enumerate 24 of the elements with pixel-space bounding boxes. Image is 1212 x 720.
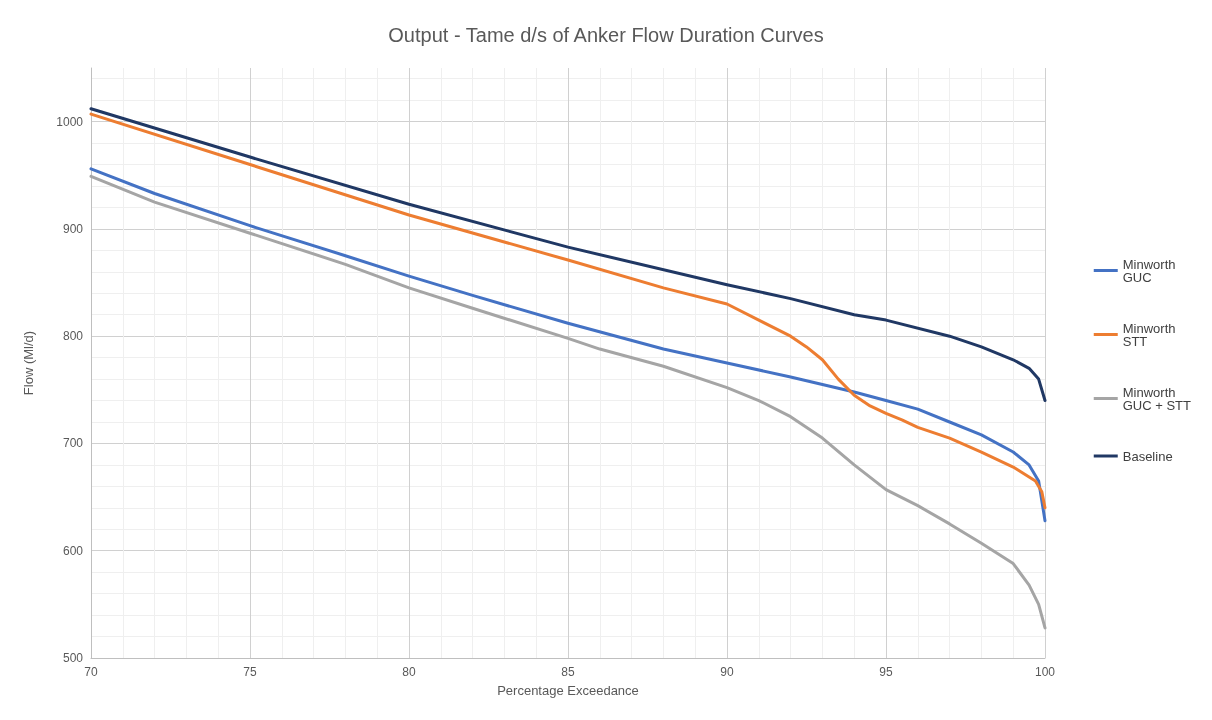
y-tick-label: 900 <box>62 221 84 236</box>
y-tick-label: 800 <box>62 329 84 344</box>
chart-title: Output - Tame d/s of Anker Flow Duration Curves <box>388 24 824 46</box>
y-tick-label: 700 <box>62 436 84 451</box>
x-tick-label: 85 <box>561 665 575 679</box>
x-tick-label: 70 <box>84 665 98 679</box>
legend-label: Minworth GUC + STT <box>1122 384 1192 413</box>
y-axis-title: Flow (Ml/d) <box>21 330 36 396</box>
line-series <box>89 107 1047 403</box>
legend-label: Minworth STT <box>1122 320 1180 349</box>
x-tick-label: 75 <box>243 665 257 679</box>
y-tick-label: 500 <box>62 651 84 665</box>
x-tick-label: 100 <box>1034 665 1056 679</box>
legend-label: Minworth GUC <box>1122 256 1180 285</box>
line-series <box>89 112 1047 510</box>
y-tick-label: 1000 <box>56 114 84 129</box>
y-tick-label: 600 <box>62 543 84 558</box>
x-axis-title: Percentage Exceedance <box>497 683 639 698</box>
line-series <box>89 174 1047 630</box>
x-tick-label: 90 <box>720 665 734 679</box>
legend-label: Baseline <box>1122 448 1173 464</box>
x-tick-label: 80 <box>402 665 416 679</box>
line-series <box>89 167 1047 523</box>
x-tick-label: 95 <box>879 665 893 679</box>
